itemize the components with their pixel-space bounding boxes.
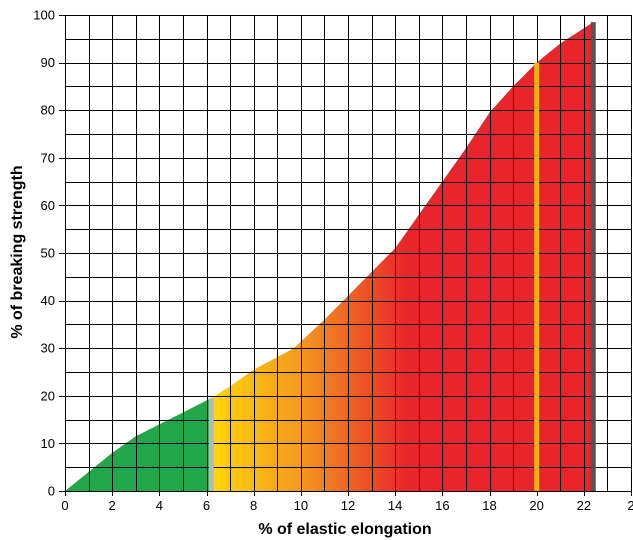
x-tick-label: 16 <box>435 498 449 513</box>
x-tick-label: 18 <box>482 498 496 513</box>
x-tick-label: 4 <box>156 498 163 513</box>
y-tick-label: 100 <box>33 8 55 23</box>
x-tick-label: 10 <box>294 498 308 513</box>
y-tick-label: 10 <box>41 436 55 451</box>
x-tick-label: 12 <box>341 498 355 513</box>
y-tick-label: 20 <box>41 388 55 403</box>
y-tick-label: 60 <box>41 198 55 213</box>
y-tick-label: 0 <box>48 484 55 499</box>
x-tick-label: 6 <box>203 498 210 513</box>
x-axis-title: % of elastic elongation <box>258 521 431 538</box>
y-tick-label: 90 <box>41 55 55 70</box>
x-tick-label: 2 <box>109 498 116 513</box>
x-tick-label: 14 <box>388 498 402 513</box>
x-tick-label: 22 <box>577 498 591 513</box>
y-axis-title: % of breaking strength <box>9 165 26 338</box>
marker-band <box>590 22 596 491</box>
tick-layer: 0 2 4 6 8 10 12 14 16 18 20 22 201020304050607080901… <box>33 8 633 514</box>
warm-zone-area <box>211 22 594 491</box>
marker-layer <box>208 22 596 491</box>
marker-band <box>208 398 214 491</box>
y-tick-label: 70 <box>41 150 55 165</box>
y-tick-label: 30 <box>41 341 55 356</box>
y-tick-label: 40 <box>41 293 55 308</box>
y-tick-label: 50 <box>41 246 55 261</box>
marker-band <box>534 62 540 491</box>
x-tick-label: 0 <box>61 498 68 513</box>
x-tick-label: 2 <box>627 498 633 513</box>
x-tick-label: 8 <box>250 498 257 513</box>
x-tick-label: 20 <box>529 498 543 513</box>
y-tick-label: 80 <box>41 103 55 118</box>
